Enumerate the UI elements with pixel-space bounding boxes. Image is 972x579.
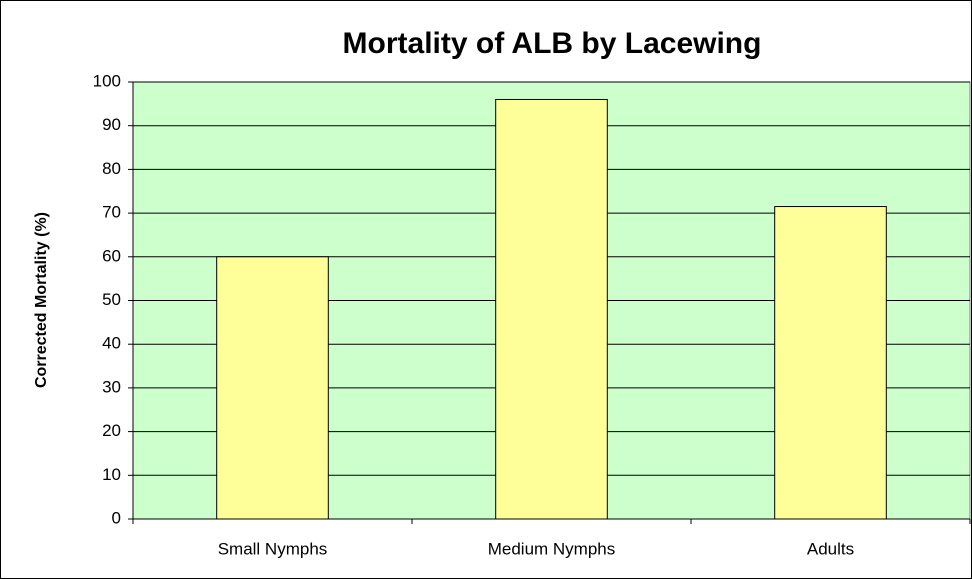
x-tick-label: Adults	[807, 539, 854, 558]
x-tick-label: Small Nymphs	[218, 539, 328, 558]
y-tick-label: 10	[102, 465, 121, 484]
chart-title: Mortality of ALB by Lacewing	[343, 27, 762, 60]
y-tick-label: 60	[102, 246, 121, 265]
y-tick-label: 100	[93, 71, 121, 90]
bar	[495, 98, 608, 520]
x-tick-label: Medium Nymphs	[488, 539, 616, 558]
y-tick-label: 20	[102, 421, 121, 440]
y-tick-label: 0	[112, 508, 121, 527]
bar	[774, 206, 887, 520]
y-tick-label: 70	[102, 203, 121, 222]
y-tick-label: 90	[102, 115, 121, 134]
bar	[216, 256, 329, 520]
y-tick-label: 50	[102, 290, 121, 309]
y-tick-label: 40	[102, 334, 121, 353]
y-tick-label: 30	[102, 377, 121, 396]
y-tick-label: 80	[102, 159, 121, 178]
y-axis-label: Corrected Mortality (%)	[33, 212, 50, 388]
